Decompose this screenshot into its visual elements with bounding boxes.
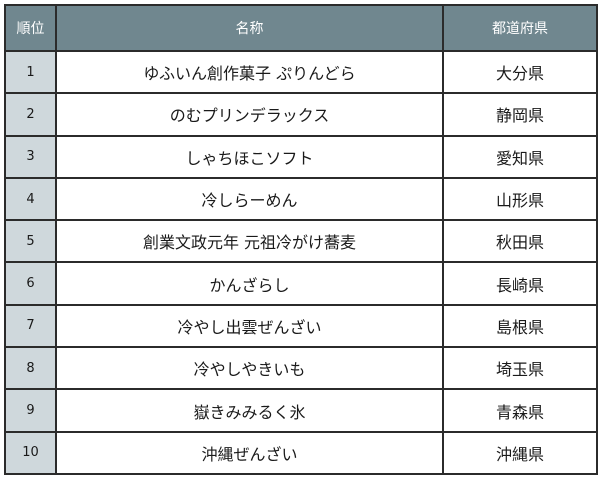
rank-cell: 2 xyxy=(4,92,57,137)
table-row: 2 のむプリンデラックス 静岡県 xyxy=(4,92,598,137)
header-row: 順位 名称 都道府県 xyxy=(4,4,598,52)
name-cell: のむプリンデラックス xyxy=(55,92,444,137)
name-cell: 冷やしやきいも xyxy=(55,346,444,391)
name-cell: 沖縄ぜんざい xyxy=(55,430,444,476)
table-row: 10 沖縄ぜんざい 沖縄県 xyxy=(4,430,598,476)
rank-cell: 4 xyxy=(4,176,57,222)
rank-cell: 9 xyxy=(4,388,57,433)
name-cell: 冷やし出雲ぜんざい xyxy=(55,303,444,349)
header-name: 名称 xyxy=(55,4,444,52)
prefecture-cell: 秋田県 xyxy=(442,219,598,264)
rank-cell: 6 xyxy=(4,261,57,306)
table-row: 1 ゆふいん創作菓子 ぷりんどら 大分県 xyxy=(4,49,598,95)
prefecture-cell: 埼玉県 xyxy=(442,346,598,391)
header-prefecture: 都道府県 xyxy=(442,4,598,52)
table-row: 6 かんざらし 長崎県 xyxy=(4,261,598,306)
name-cell: ゆふいん創作菓子 ぷりんどら xyxy=(55,49,444,95)
rank-cell: 1 xyxy=(4,49,57,95)
table-row: 7 冷やし出雲ぜんざい 島根県 xyxy=(4,303,598,349)
table-row: 9 嶽きみみるく氷 青森県 xyxy=(4,388,598,433)
rank-cell: 5 xyxy=(4,219,57,264)
prefecture-cell: 島根県 xyxy=(442,303,598,349)
table-row: 5 創業文政元年 元祖冷がけ蕎麦 秋田県 xyxy=(4,219,598,264)
prefecture-cell: 大分県 xyxy=(442,49,598,95)
table-row: 4 冷しらーめん 山形県 xyxy=(4,176,598,222)
name-cell: かんざらし xyxy=(55,261,444,306)
rank-cell: 3 xyxy=(4,134,57,179)
name-cell: 嶽きみみるく氷 xyxy=(55,388,444,433)
prefecture-cell: 静岡県 xyxy=(442,92,598,137)
table-body: 1 ゆふいん創作菓子 ぷりんどら 大分県 2 のむプリンデラックス 静岡県 3 しゃちほこソフ… xyxy=(4,49,598,476)
name-cell: 創業文政元年 元祖冷がけ蕎麦 xyxy=(55,219,444,264)
rank-cell: 7 xyxy=(4,303,57,349)
header-rank: 順位 xyxy=(4,4,57,52)
prefecture-cell: 沖縄県 xyxy=(442,430,598,476)
prefecture-cell: 長崎県 xyxy=(442,261,598,306)
ranking-table: 順位 名称 都道府県 1 ゆふいん創作菓子 ぷりんどら 大分県 2 のむプリンデラックス… xyxy=(4,4,598,476)
prefecture-cell: 青森県 xyxy=(442,388,598,433)
prefecture-cell: 山形県 xyxy=(442,176,598,222)
rank-cell: 10 xyxy=(4,430,57,476)
prefecture-cell: 愛知県 xyxy=(442,134,598,179)
name-cell: 冷しらーめん xyxy=(55,176,444,222)
name-cell: しゃちほこソフト xyxy=(55,134,444,179)
rank-cell: 8 xyxy=(4,346,57,391)
table-row: 8 冷やしやきいも 埼玉県 xyxy=(4,346,598,391)
table-row: 3 しゃちほこソフト 愛知県 xyxy=(4,134,598,179)
